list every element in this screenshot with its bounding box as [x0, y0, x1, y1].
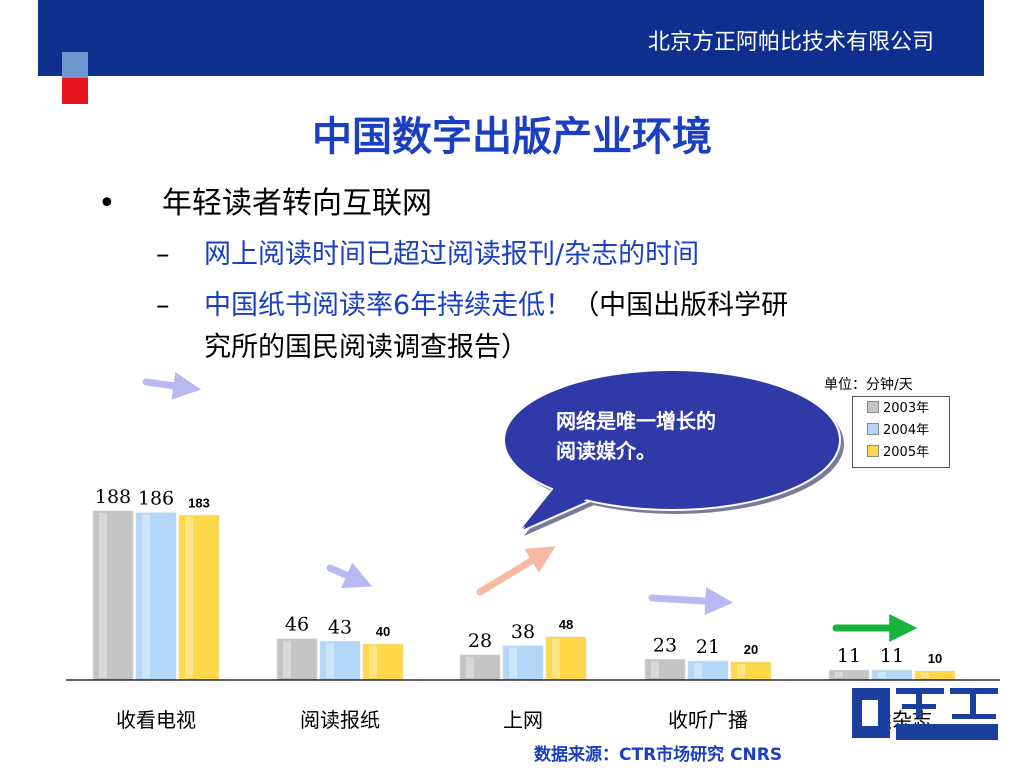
bar-1-2 — [362, 643, 404, 681]
callout-bubble — [503, 369, 844, 536]
data-source: 数据来源：CTR市场研究 CNRS — [534, 745, 783, 765]
category-label: 收听广播 — [668, 708, 748, 732]
trend-arrow-1 — [326, 562, 373, 589]
data-label: 10 — [928, 651, 942, 666]
bar-1-1 — [319, 641, 361, 681]
trend-arrow-0 — [142, 371, 202, 400]
callout-text: 网络是唯一增长的 阅读媒介。 — [556, 406, 716, 466]
legend-label-2003: 2003年 — [883, 401, 930, 416]
bar-chart: 188 186 183 收看电视 46 43 40 阅读报纸 28 38 48 上网 23 21 20 收听广… — [66, 369, 1000, 732]
bar-highlight — [835, 672, 843, 678]
data-label: 11 — [837, 645, 861, 667]
data-label: 186 — [138, 488, 174, 510]
bar-rect — [178, 515, 220, 681]
legend-swatch-2003 — [867, 401, 879, 413]
chart-unit: 单位：分钟/天 — [824, 377, 913, 393]
bar-4-2 — [914, 670, 956, 681]
bar-rect — [459, 654, 501, 681]
bar-highlight — [737, 664, 745, 678]
decor-square-red — [62, 78, 88, 104]
bar-3-1 — [687, 660, 729, 681]
callout-line-1: 网络是唯一增长的 — [556, 409, 716, 433]
bar-0-0 — [92, 510, 134, 681]
data-label: 43 — [328, 616, 352, 638]
category-label: 阅读报纸 — [300, 708, 380, 732]
chart-legend: 2003年 2004年 2005年 — [852, 396, 950, 468]
sub-bullet-2-continuation: 究所的国民阅读调查报告） — [204, 332, 528, 363]
bar-highlight — [466, 656, 474, 678]
bar-1-0 — [276, 638, 318, 681]
legend-label-2004: 2004年 — [883, 423, 930, 438]
data-label: 48 — [559, 617, 573, 632]
bar-highlight — [694, 663, 702, 678]
bar-3-0 — [644, 659, 686, 681]
trend-arrow-2 — [476, 546, 556, 596]
bar-rect — [362, 643, 404, 681]
bar-rect — [135, 512, 177, 681]
decor-square-blue — [62, 52, 88, 78]
bar-highlight — [369, 646, 377, 678]
data-label: 183 — [188, 495, 210, 510]
bar-rect — [545, 636, 587, 681]
data-label: 11 — [880, 645, 904, 667]
bar-0-2 — [178, 515, 220, 681]
callout-line-2: 阅读媒介。 — [556, 439, 656, 463]
legend-item-2003: 2003年 — [867, 399, 929, 419]
bar-highlight — [185, 517, 193, 678]
sub-bullet-2-text-black: （中国出版科学研 — [572, 290, 789, 321]
bar-highlight — [878, 672, 886, 678]
legend-item-2004: 2004年 — [867, 421, 929, 441]
bar-2-1 — [502, 645, 544, 681]
bar-4-1 — [871, 669, 913, 681]
sub-bullet-2-dash: – — [156, 290, 170, 321]
sub-bullet-1-text: 网上阅读时间已超过阅读报刊/杂志的时间 — [204, 239, 700, 270]
bar-highlight — [509, 647, 517, 678]
legend-swatch-2004 — [867, 423, 879, 435]
data-label: 28 — [468, 630, 492, 652]
bar-highlight — [99, 512, 107, 678]
category-label: 收看电视 — [116, 708, 196, 732]
bar-3-2 — [730, 661, 772, 681]
bar-rect — [319, 641, 361, 681]
founder-logo — [852, 688, 998, 740]
category-label: 上网 — [503, 708, 543, 732]
company-name: 北京方正阿帕比技术有限公司 — [647, 30, 934, 55]
trend-arrow-3 — [648, 587, 734, 616]
bar-highlight — [552, 638, 560, 678]
data-label: 46 — [285, 614, 309, 636]
slide-title: 中国数字出版产业环境 — [312, 114, 712, 160]
bar-highlight — [326, 643, 334, 678]
sub-bullet-1: – 网上阅读时间已超过阅读报刊/杂志的时间 — [156, 232, 699, 271]
data-label: 38 — [511, 621, 535, 643]
sub-bullet-1-dash: – — [156, 239, 170, 270]
bar-rect — [502, 645, 544, 681]
data-label: 21 — [696, 636, 720, 658]
data-label: 40 — [376, 624, 390, 639]
bar-highlight — [651, 661, 659, 678]
legend-swatch-2005 — [867, 445, 879, 457]
header-bar: 北京方正阿帕比技术有限公司 — [38, 0, 984, 76]
bar-2-2 — [545, 636, 587, 681]
sub-bullet-2: – 中国纸书阅读率6年持续走低！（中国出版科学研 — [156, 283, 788, 322]
bar-highlight — [283, 640, 291, 678]
bar-0-1 — [135, 512, 177, 681]
bar-rect — [276, 638, 318, 681]
bullet-main-text: 年轻读者转向互联网 — [162, 186, 432, 221]
sub-bullet-2-text-blue: 中国纸书阅读率6年持续走低！ — [204, 290, 573, 321]
bar-2-0 — [459, 654, 501, 681]
legend-item-2005: 2005年 — [867, 443, 929, 463]
bullet-main: • 年轻读者转向互联网 — [98, 178, 432, 222]
bullet-mark: • — [98, 186, 116, 221]
bar-rect — [92, 510, 134, 681]
bar-highlight — [142, 514, 150, 678]
data-label: 188 — [95, 486, 131, 508]
legend-label-2005: 2005年 — [883, 445, 930, 460]
data-label: 23 — [653, 634, 677, 656]
bar-highlight — [921, 673, 929, 678]
data-label: 20 — [744, 642, 758, 657]
bar-4-0 — [828, 669, 870, 681]
